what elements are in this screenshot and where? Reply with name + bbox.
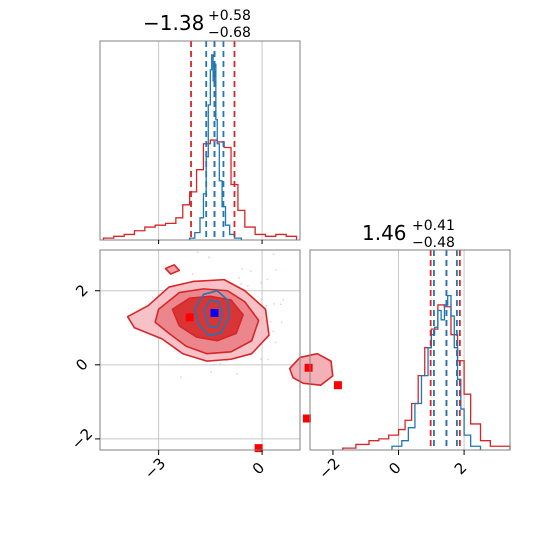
title-param-2-upper: +0.41 <box>412 218 455 234</box>
panel-frame <box>99 249 301 451</box>
scatter-contour-panel: −3 0 −2 0 2 <box>68 249 342 483</box>
sample-point <box>236 373 239 376</box>
sample-point <box>265 304 268 307</box>
panel-frame <box>99 40 301 241</box>
hist-series-blue <box>391 294 482 450</box>
marker-red-2 <box>333 381 342 390</box>
sample-point <box>219 363 222 365</box>
scatter-y-tick-label-1: 0 <box>72 355 91 374</box>
sample-point <box>266 278 269 281</box>
marker-red-0 <box>185 313 194 322</box>
sample-point <box>180 376 182 379</box>
sample-point <box>272 330 275 333</box>
histogram-panel-param-2: −2 0 2 <box>309 249 511 483</box>
marker-red-1 <box>304 363 313 372</box>
sample-point <box>238 277 240 279</box>
hist2-x-tick-label-2: 2 <box>451 459 470 478</box>
hist-series-red <box>342 304 511 450</box>
title-param-1-upper: +0.58 <box>208 8 251 24</box>
sample-point <box>259 358 262 361</box>
title-param-1: −1.38 +0.58 −0.68 <box>143 8 251 41</box>
contour-blue-1 <box>202 299 224 329</box>
sample-point <box>260 282 263 284</box>
scatter-x-tick-label-0: −3 <box>141 454 169 482</box>
marker-red-3 <box>302 414 311 423</box>
sample-point <box>210 371 212 374</box>
hist-series-blue <box>189 54 243 240</box>
title-param-2: 1.46 +0.41 −0.48 <box>362 218 455 251</box>
sample-point <box>249 270 252 273</box>
hist2-x-tick-label-1: 0 <box>385 459 404 478</box>
scatter-x-tick-label-1: 0 <box>249 459 268 478</box>
sample-point <box>279 303 282 306</box>
title-param-1-lower: −0.68 <box>208 25 251 41</box>
sample-point <box>269 320 272 323</box>
title-param-1-value: −1.38 <box>143 11 204 35</box>
title-param-2-value: 1.46 <box>362 221 407 245</box>
sample-point <box>260 298 263 301</box>
sample-point <box>273 302 276 305</box>
sample-point <box>191 273 194 275</box>
sample-point <box>246 285 249 287</box>
sample-point <box>267 358 270 361</box>
histogram-panel-param-1 <box>99 40 301 244</box>
scatter-y-tick-label-2: 2 <box>72 281 91 300</box>
contour-red-4 <box>164 264 181 275</box>
contour-blue-0 <box>194 289 231 336</box>
sample-point <box>282 298 285 301</box>
scatter-y-tick-label-0: −2 <box>68 425 96 453</box>
contour-red-2 <box>171 295 244 342</box>
marker-blue-0 <box>210 308 219 317</box>
sample-point <box>272 253 275 255</box>
hist-series-red <box>102 139 298 240</box>
sample-point <box>274 341 277 344</box>
sample-point <box>151 296 154 299</box>
sample-point <box>266 337 269 340</box>
panel-frame <box>309 249 511 451</box>
sample-point <box>213 363 216 366</box>
title-param-2-lower: −0.48 <box>412 235 455 251</box>
sample-point <box>241 268 243 270</box>
hist2-x-tick-label-0: −2 <box>315 454 343 482</box>
sample-point <box>240 283 242 285</box>
sample-point <box>280 321 283 324</box>
sample-point <box>208 256 210 259</box>
sample-point <box>196 251 199 254</box>
sample-point <box>274 269 277 271</box>
marker-red-4 <box>254 444 263 453</box>
